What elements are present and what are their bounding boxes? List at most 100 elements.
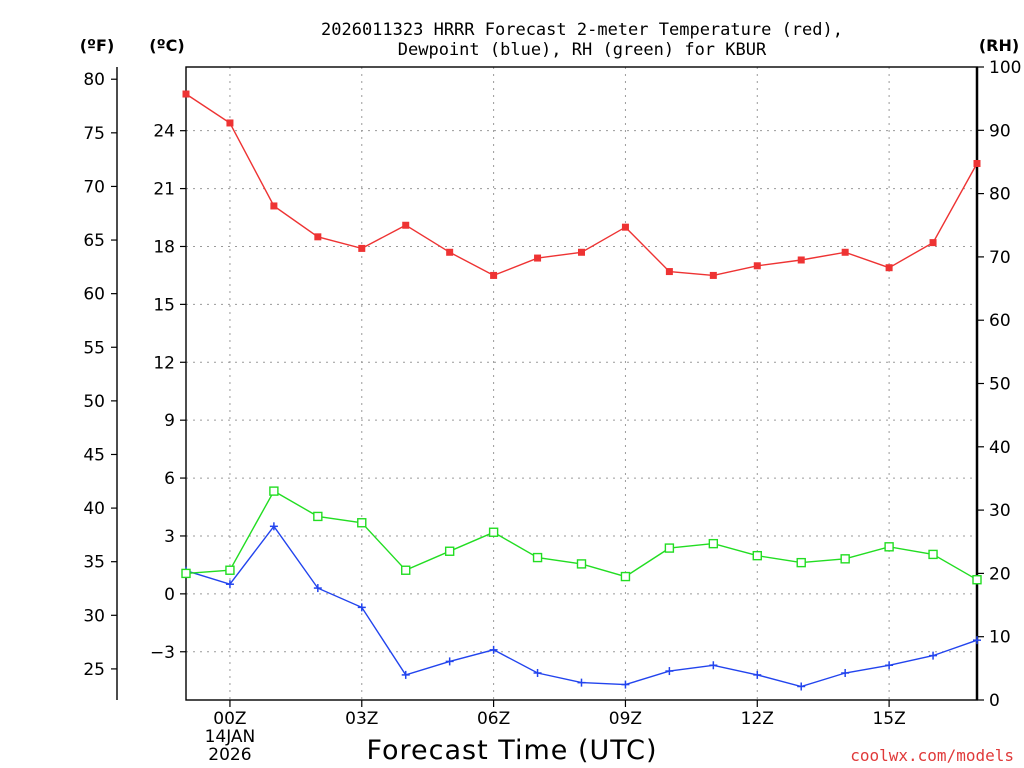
rh-tick-label: 40 xyxy=(989,438,1011,458)
dewpoint-point xyxy=(665,667,674,676)
temperature-point xyxy=(841,248,849,256)
time-tick-label: 00Z xyxy=(213,709,246,729)
dewpoint-point xyxy=(885,661,894,670)
rh-point xyxy=(796,557,806,568)
dewpoint-point xyxy=(269,522,278,531)
fahrenheit-tick-label: 75 xyxy=(83,124,105,144)
rh-tick-label: 70 xyxy=(989,248,1011,268)
temperature-point xyxy=(270,202,278,210)
rh-point xyxy=(225,565,235,575)
temperature-point xyxy=(621,223,629,231)
rh-point xyxy=(488,527,499,537)
time-tick-label: 06Z xyxy=(477,709,510,729)
celsius-tick-label: 15 xyxy=(153,295,175,315)
dewpoint-point xyxy=(577,678,586,687)
temperature-point xyxy=(226,119,234,127)
time-tick-label: 09Z xyxy=(609,709,642,729)
rh-point xyxy=(532,552,543,563)
fahrenheit-tick-label: 80 xyxy=(83,70,105,90)
series-dewpoint xyxy=(182,522,981,691)
rh-tick-label: 0 xyxy=(989,691,1000,711)
dewpoint-point xyxy=(973,636,981,645)
dewpoint-point xyxy=(621,680,630,689)
rh-point xyxy=(884,542,894,552)
temperature-point xyxy=(709,271,717,279)
celsius-tick-label: 3 xyxy=(164,527,175,547)
dewpoint-point xyxy=(313,584,322,593)
temperature-point xyxy=(973,159,981,167)
rh-point xyxy=(620,571,631,582)
fahrenheit-tick-label: 35 xyxy=(83,553,105,573)
rh-tick-label: 90 xyxy=(989,121,1011,141)
chart-title-line2: Dewpoint (blue), RH (green) for KBUR xyxy=(398,40,767,60)
fahrenheit-tick-label: 50 xyxy=(83,392,105,412)
time-tick-label: 12Z xyxy=(741,709,774,729)
rh-point xyxy=(181,568,191,579)
celsius-tick-label: 0 xyxy=(164,585,175,605)
temperature-point xyxy=(929,239,937,247)
year-label: 2026 xyxy=(208,745,251,765)
dewpoint-point xyxy=(797,682,806,691)
rh-unit-label: (RH) xyxy=(979,36,1019,55)
rh-point xyxy=(708,538,719,549)
grid-lines xyxy=(186,67,977,700)
dewpoint-point xyxy=(533,668,542,677)
fahrenheit-tick-label: 30 xyxy=(83,606,105,626)
temperature-point xyxy=(885,264,893,272)
dewpoint-point xyxy=(929,651,938,660)
celsius-tick-label: 24 xyxy=(153,122,175,142)
temperature-point xyxy=(358,244,366,252)
axes xyxy=(111,66,984,707)
time-tick-label: 15Z xyxy=(872,709,905,729)
dewpoint-point xyxy=(489,645,498,654)
dewpoint-point xyxy=(445,657,454,666)
celsius-unit-label: (ºC) xyxy=(149,36,184,55)
dewpoint-point xyxy=(753,670,762,679)
fahrenheit-tick-label: 45 xyxy=(83,445,105,465)
rh-point xyxy=(444,546,455,556)
rh-point xyxy=(840,554,850,564)
rh-tick-label: 50 xyxy=(989,375,1011,395)
dewpoint-point xyxy=(225,580,234,589)
fahrenheit-tick-label: 55 xyxy=(83,338,105,358)
temperature-point xyxy=(578,248,585,256)
temperature-line xyxy=(185,93,978,277)
dewpoint-point xyxy=(357,603,366,612)
dewpoint-line xyxy=(185,525,978,688)
rh-point xyxy=(664,543,675,553)
rh-tick-label: 100 xyxy=(989,58,1021,78)
series-rh xyxy=(181,486,982,585)
temperature-point xyxy=(402,221,410,229)
rh-point xyxy=(576,559,587,569)
rh-point xyxy=(972,575,982,585)
celsius-tick-label: 12 xyxy=(153,353,175,373)
temperature-point xyxy=(665,268,673,276)
dewpoint-point xyxy=(401,670,410,679)
tick-labels: 24211815129630−3807570656055504540353025… xyxy=(83,58,1021,765)
time-tick-label: 03Z xyxy=(345,709,378,729)
temperature-point xyxy=(534,254,542,262)
temperature-point xyxy=(182,90,190,98)
date-label: 14JAN xyxy=(205,727,256,747)
rh-point xyxy=(752,550,762,561)
series-temperature xyxy=(182,90,981,279)
dewpoint-point xyxy=(841,668,850,677)
fahrenheit-unit-label: (ºF) xyxy=(80,36,115,55)
rh-point xyxy=(401,565,411,575)
rh-tick-label: 10 xyxy=(989,628,1011,648)
source-credit: coolwx.com/models xyxy=(850,746,1014,765)
rh-tick-label: 60 xyxy=(989,311,1011,331)
fahrenheit-tick-label: 40 xyxy=(83,499,105,519)
celsius-tick-label: 21 xyxy=(153,180,175,200)
x-axis-title: Forecast Time (UTC) xyxy=(366,735,657,766)
celsius-tick-label: 18 xyxy=(153,237,175,257)
plot-frame xyxy=(185,66,978,701)
celsius-tick-label: 6 xyxy=(164,469,175,489)
fahrenheit-tick-label: 60 xyxy=(83,285,105,305)
fahrenheit-tick-label: 25 xyxy=(83,660,105,680)
fahrenheit-tick-label: 70 xyxy=(83,177,105,197)
temperature-point xyxy=(797,256,805,264)
rh-point xyxy=(269,486,279,496)
rh-tick-label: 80 xyxy=(989,185,1011,205)
